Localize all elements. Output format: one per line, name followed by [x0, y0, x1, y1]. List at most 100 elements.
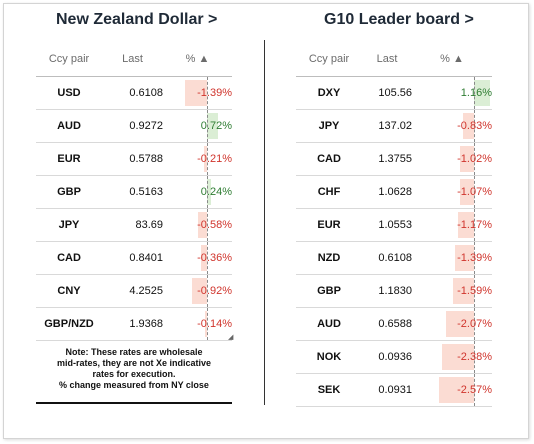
- percent-change-value: -0.36%: [197, 252, 232, 264]
- percent-change-cell: -1.07%: [412, 175, 492, 209]
- percent-change-value: -1.17%: [457, 219, 492, 231]
- ccy-pair-cell[interactable]: GBP: [296, 274, 362, 308]
- zero-baseline: [207, 209, 208, 241]
- table-row[interactable]: SEK 0.0931 -2.57%: [296, 373, 492, 407]
- note-line: rates for execution.: [92, 369, 176, 379]
- change-bar: [446, 311, 474, 337]
- table-row[interactable]: AUD 0.6588 -2.07%: [296, 307, 492, 341]
- resize-handle-icon[interactable]: ◢: [228, 334, 234, 341]
- percent-change-cell: -0.36%: [163, 241, 232, 275]
- percent-change-cell: -1.17%: [412, 208, 492, 242]
- change-bar: [201, 245, 207, 271]
- ccy-pair-cell[interactable]: USD: [36, 76, 102, 110]
- change-bar: [439, 377, 474, 403]
- ccy-pair-cell[interactable]: CAD: [296, 142, 362, 176]
- zero-baseline: [207, 77, 208, 109]
- column-header-percent-sort[interactable]: % ▲: [412, 41, 492, 77]
- table-row[interactable]: GBP 0.5163 0.24%: [36, 175, 232, 209]
- last-rate-cell: 0.0931: [362, 373, 412, 407]
- last-rate-cell: 1.9368: [102, 307, 163, 341]
- table-row[interactable]: CAD 1.3755 -1.02%: [296, 142, 492, 176]
- ccy-pair-cell[interactable]: DXY: [296, 76, 362, 110]
- percent-change-value: 0.72%: [200, 120, 232, 132]
- change-bar: [207, 179, 211, 205]
- table-row[interactable]: EUR 1.0553 -1.17%: [296, 208, 492, 242]
- change-bar: [459, 179, 474, 205]
- table-row[interactable]: CNY 4.2525 -0.92%: [36, 274, 232, 308]
- last-rate-cell: 4.2525: [102, 274, 163, 308]
- column-header-ccy-pair[interactable]: Ccy pair: [296, 41, 362, 77]
- zero-baseline: [474, 275, 475, 307]
- ccy-pair-cell[interactable]: CHF: [296, 175, 362, 209]
- percent-change-cell: -1.39%: [412, 241, 492, 275]
- change-bar: [462, 113, 474, 139]
- last-rate-cell: 0.6108: [102, 76, 163, 110]
- table-row[interactable]: USD 0.6108 -1.39%: [36, 76, 232, 110]
- last-rate-cell: 83.69: [102, 208, 163, 242]
- table-row[interactable]: GBP 1.1830 -1.59%: [296, 274, 492, 308]
- column-header-last[interactable]: Last: [102, 41, 163, 77]
- change-bar: [458, 212, 474, 238]
- zero-baseline: [474, 77, 475, 109]
- percent-change-cell: -0.14%: [163, 307, 232, 341]
- nzd-panel-title-link[interactable]: New Zealand Dollar >: [56, 11, 218, 28]
- table-row[interactable]: JPY 83.69 -0.58%: [36, 208, 232, 242]
- percent-change-cell: -1.02%: [412, 142, 492, 176]
- ccy-pair-cell[interactable]: NOK: [296, 340, 362, 374]
- column-header-ccy-pair[interactable]: Ccy pair: [36, 41, 102, 77]
- ccy-pair-cell[interactable]: JPY: [296, 109, 362, 143]
- table-row[interactable]: DXY 105.56 1.16%: [296, 76, 492, 110]
- table-row[interactable]: GBP/NZD 1.9368 -0.14%: [36, 307, 232, 341]
- panel-divider: [264, 40, 265, 405]
- ccy-pair-cell[interactable]: AUD: [296, 307, 362, 341]
- percent-change-value: 0.24%: [200, 186, 232, 198]
- change-bar: [203, 146, 207, 172]
- last-rate-cell: 137.02: [362, 109, 412, 143]
- table-row[interactable]: NOK 0.0936 -2.38%: [296, 340, 492, 374]
- change-bar: [207, 113, 219, 139]
- ccy-pair-cell[interactable]: EUR: [296, 208, 362, 242]
- percent-change-value: -2.07%: [457, 318, 492, 330]
- g10-leaderboard-title-link[interactable]: G10 Leader board >: [324, 11, 474, 28]
- last-rate-cell: 1.0553: [362, 208, 412, 242]
- percent-change-value: -1.02%: [457, 153, 492, 165]
- ccy-pair-cell[interactable]: SEK: [296, 373, 362, 407]
- ccy-pair-cell[interactable]: GBP: [36, 175, 102, 209]
- table-row[interactable]: CHF 1.0628 -1.07%: [296, 175, 492, 209]
- ccy-pair-cell[interactable]: GBP/NZD: [36, 307, 102, 341]
- table-row[interactable]: EUR 0.5788 -0.21%: [36, 142, 232, 176]
- zero-baseline: [474, 209, 475, 241]
- percent-change-cell: 0.72%: [163, 109, 232, 143]
- zero-baseline: [474, 308, 475, 340]
- ccy-pair-cell[interactable]: EUR: [36, 142, 102, 176]
- zero-baseline: [207, 110, 208, 142]
- column-header-last[interactable]: Last: [362, 41, 412, 77]
- change-bar: [441, 344, 474, 370]
- last-rate-cell: 1.0628: [362, 175, 412, 209]
- zero-baseline: [474, 176, 475, 208]
- column-header-percent-sort[interactable]: % ▲: [163, 41, 232, 77]
- last-rate-cell: 1.3755: [362, 142, 412, 176]
- percent-change-cell: -0.83%: [412, 109, 492, 143]
- percent-change-cell: -1.59%: [412, 274, 492, 308]
- percent-change-cell: -1.39%: [163, 76, 232, 110]
- ccy-pair-cell[interactable]: CNY: [36, 274, 102, 308]
- zero-baseline: [474, 143, 475, 175]
- ccy-pair-cell[interactable]: CAD: [36, 241, 102, 275]
- table-row[interactable]: AUD 0.9272 0.72%: [36, 109, 232, 143]
- ccy-pair-cell[interactable]: JPY: [36, 208, 102, 242]
- percent-change-value: -1.07%: [457, 186, 492, 198]
- zero-baseline: [474, 242, 475, 274]
- last-rate-cell: 0.6108: [362, 241, 412, 275]
- ccy-pair-cell[interactable]: AUD: [36, 109, 102, 143]
- change-bar: [204, 311, 207, 337]
- table-row[interactable]: CAD 0.8401 -0.36%: [36, 241, 232, 275]
- percent-change-value: -2.38%: [457, 351, 492, 363]
- table-row[interactable]: JPY 137.02 -0.83%: [296, 109, 492, 143]
- zero-baseline: [474, 110, 475, 142]
- table-row[interactable]: NZD 0.6108 -1.39%: [296, 241, 492, 275]
- change-bar: [474, 80, 490, 106]
- note-line: Note: These rates are wholesale: [65, 347, 203, 357]
- ccy-pair-cell[interactable]: NZD: [296, 241, 362, 275]
- change-bar: [452, 278, 474, 304]
